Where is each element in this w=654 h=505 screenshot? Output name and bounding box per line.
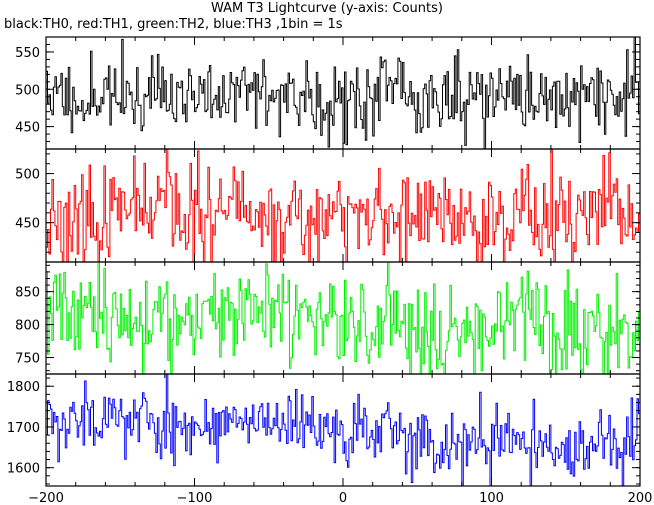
- series-line-th2: [46, 262, 640, 374]
- series-line-th1: [46, 149, 640, 262]
- y-tick-label: 1700: [7, 421, 40, 436]
- chart-title: WAM T3 Lightcurve (y-axis: Counts): [211, 1, 443, 16]
- x-tick-label: −200: [28, 491, 64, 505]
- y-tick-label: 450: [15, 121, 40, 136]
- series-line-th0: [46, 37, 640, 149]
- panel-frame: [45, 373, 641, 487]
- y-tick-label: 750: [15, 352, 40, 367]
- y-tick-label: 500: [15, 83, 40, 98]
- y-tick-label: 500: [15, 168, 40, 183]
- y-tick-label: 800: [15, 319, 40, 334]
- panel-th2: 750 800 850: [15, 261, 641, 375]
- y-tick-label: 550: [15, 46, 40, 61]
- panel-th0: 450 500 550: [15, 36, 641, 150]
- y-tick-label: 450: [15, 217, 40, 232]
- panel-th1: 450 500: [15, 148, 641, 263]
- chart-subtitle: black:TH0, red:TH1, green:TH2, blue:TH3 …: [4, 17, 343, 32]
- y-tick-label: 1800: [7, 380, 40, 395]
- y-tick-label: 850: [15, 286, 40, 301]
- x-tick-label: 0: [339, 491, 347, 505]
- x-tick-label: 100: [479, 491, 504, 505]
- x-tick-label: −100: [177, 491, 213, 505]
- x-tick-label: 200: [628, 491, 653, 505]
- series-line-th3: [46, 374, 640, 486]
- panel-th3: 1600 1700 1800 −200 −100 0 100 200: [7, 373, 653, 505]
- y-tick-label: 1600: [7, 462, 40, 477]
